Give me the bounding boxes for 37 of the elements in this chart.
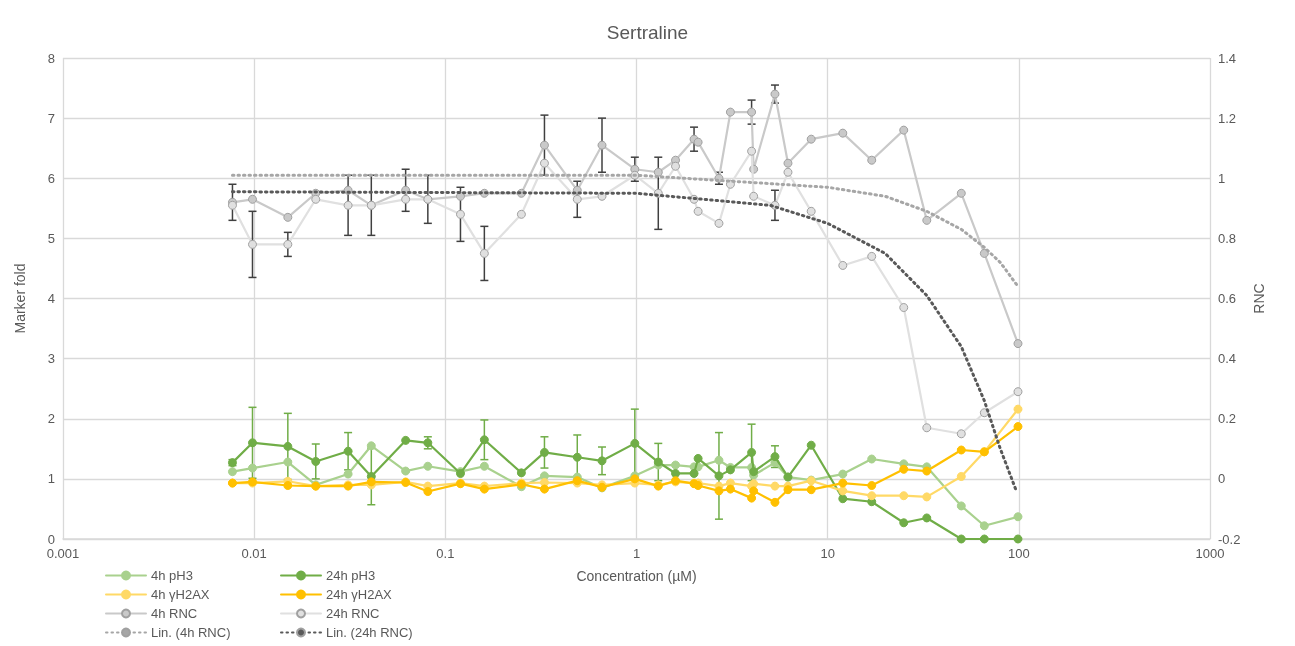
x-tick-label: 100 [1007, 546, 1030, 561]
y2-tick-label: -0.2 [1218, 531, 1241, 547]
y2-tick-label: 1.2 [1218, 110, 1237, 126]
y-tick-label: 8 [47, 50, 55, 66]
y-axis-title: Marker fold [12, 263, 28, 334]
x-tick-label: 1000 [1195, 546, 1225, 561]
legend-label: 4h γH2AX [151, 587, 210, 602]
x-axis-title: Concentration (µM) [576, 568, 697, 584]
y-tick-label: 6 [47, 170, 55, 186]
legend-label: Lin. (4h RNC) [151, 625, 231, 640]
legend-label: 4h pH3 [151, 568, 193, 583]
y2-tick-label: 1.4 [1218, 50, 1237, 66]
legend-label: 24h γH2AX [326, 587, 393, 602]
x-tick-label: 0.001 [46, 546, 80, 561]
x-tick-label: 1 [632, 546, 641, 561]
legend-label: 4h RNC [151, 606, 198, 621]
y2-tick-label: 0.8 [1218, 230, 1237, 246]
y-tick-label: 7 [47, 110, 55, 126]
y2-axis-title: RNC [1251, 283, 1267, 314]
y2-tick-label: 1 [1218, 170, 1226, 186]
y2-tick-label: 0.6 [1218, 291, 1237, 306]
y-tick-label: 2 [47, 411, 55, 427]
y-tick-label: 3 [47, 351, 55, 367]
x-tick-label: 0.01 [241, 546, 267, 561]
legend-label: Lin. (24h RNC) [326, 625, 413, 640]
chart-title: Sertraline [606, 22, 689, 43]
y2-tick-label: 0.4 [1218, 351, 1237, 367]
legend-label: 24h pH3 [326, 568, 376, 583]
y-tick-label: 1 [47, 471, 55, 487]
y2-tick-label: 0.2 [1218, 411, 1237, 427]
y-tick-label: 4 [47, 291, 55, 306]
y-tick-label: 0 [47, 531, 55, 547]
x-tick-label: 0.1 [436, 546, 455, 561]
y2-tick-label: 0 [1218, 471, 1226, 487]
legend-label: 24h RNC [326, 606, 380, 621]
y-tick-label: 5 [47, 230, 55, 246]
x-tick-label: 10 [820, 546, 835, 561]
